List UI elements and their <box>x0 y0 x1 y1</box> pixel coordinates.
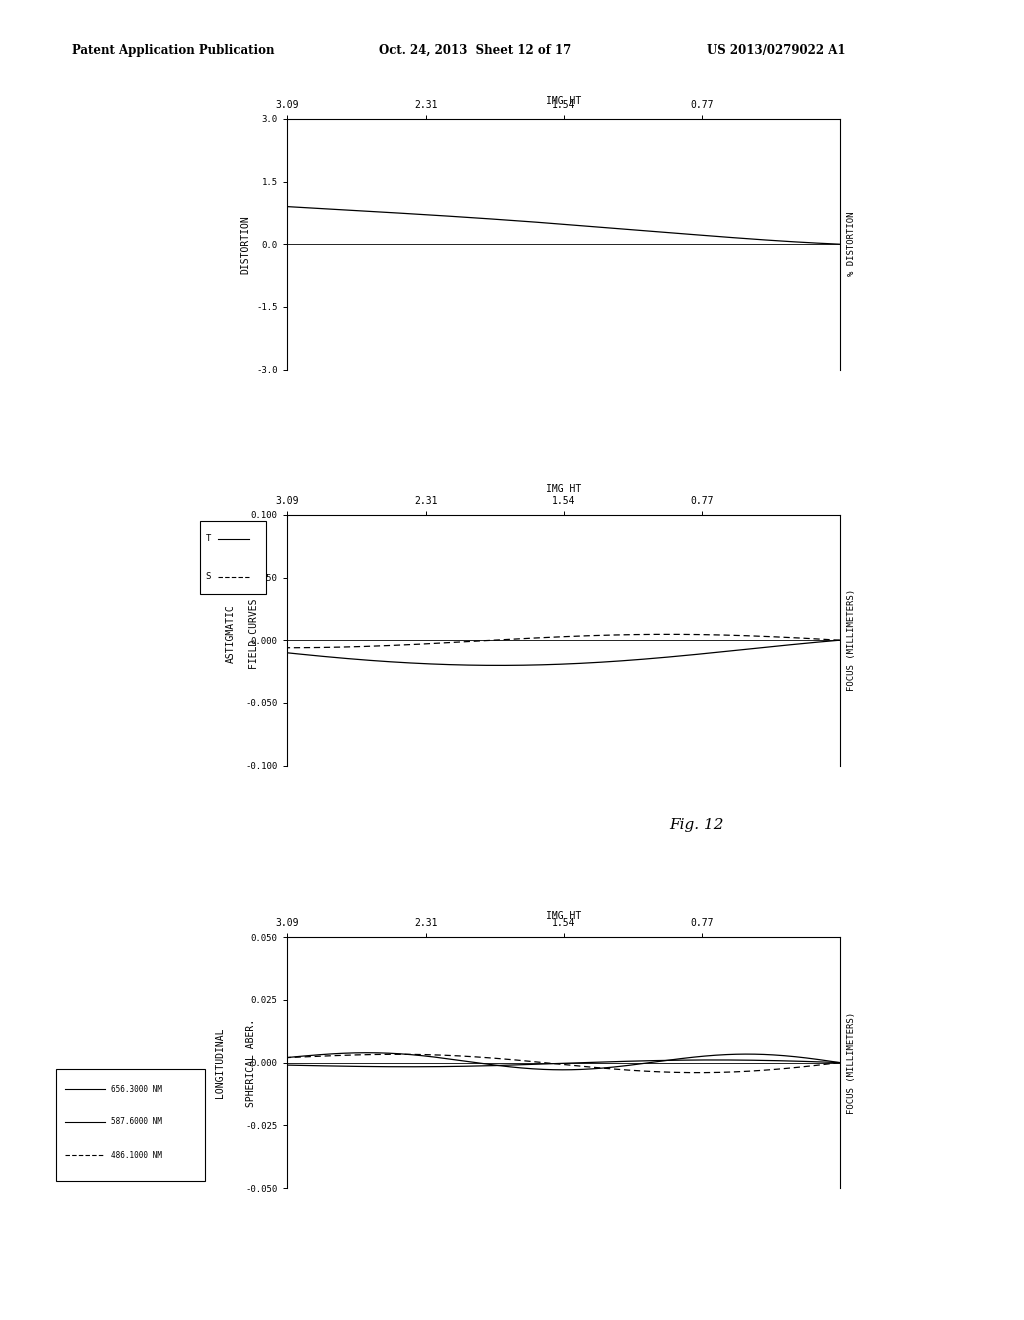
Text: LONGITUDINAL: LONGITUDINAL <box>215 1027 225 1098</box>
Text: FIELD CURVES: FIELD CURVES <box>249 598 259 669</box>
Y-axis label: FOCUS (MILLIMETERS): FOCUS (MILLIMETERS) <box>847 589 856 692</box>
Y-axis label: FOCUS (MILLIMETERS): FOCUS (MILLIMETERS) <box>847 1011 856 1114</box>
Y-axis label: % DISTORTION: % DISTORTION <box>847 213 856 276</box>
Text: Fig. 12: Fig. 12 <box>669 818 724 832</box>
Text: ASTIGMATIC: ASTIGMATIC <box>225 605 236 663</box>
Text: IMG HT: IMG HT <box>546 911 581 921</box>
Text: IMG HT: IMG HT <box>546 483 581 494</box>
Text: 486.1000 NM: 486.1000 NM <box>111 1151 162 1159</box>
Text: Oct. 24, 2013  Sheet 12 of 17: Oct. 24, 2013 Sheet 12 of 17 <box>379 44 571 57</box>
Text: 656.3000 NM: 656.3000 NM <box>111 1085 162 1093</box>
Text: SPHERICAL ABER.: SPHERICAL ABER. <box>246 1019 256 1106</box>
Text: Patent Application Publication: Patent Application Publication <box>72 44 274 57</box>
Text: 587.6000 NM: 587.6000 NM <box>111 1118 162 1126</box>
Text: US 2013/0279022 A1: US 2013/0279022 A1 <box>707 44 845 57</box>
Text: IMG HT: IMG HT <box>546 95 581 106</box>
Text: S: S <box>206 573 211 581</box>
Text: DISTORTION: DISTORTION <box>241 215 251 273</box>
Text: T: T <box>206 535 211 543</box>
